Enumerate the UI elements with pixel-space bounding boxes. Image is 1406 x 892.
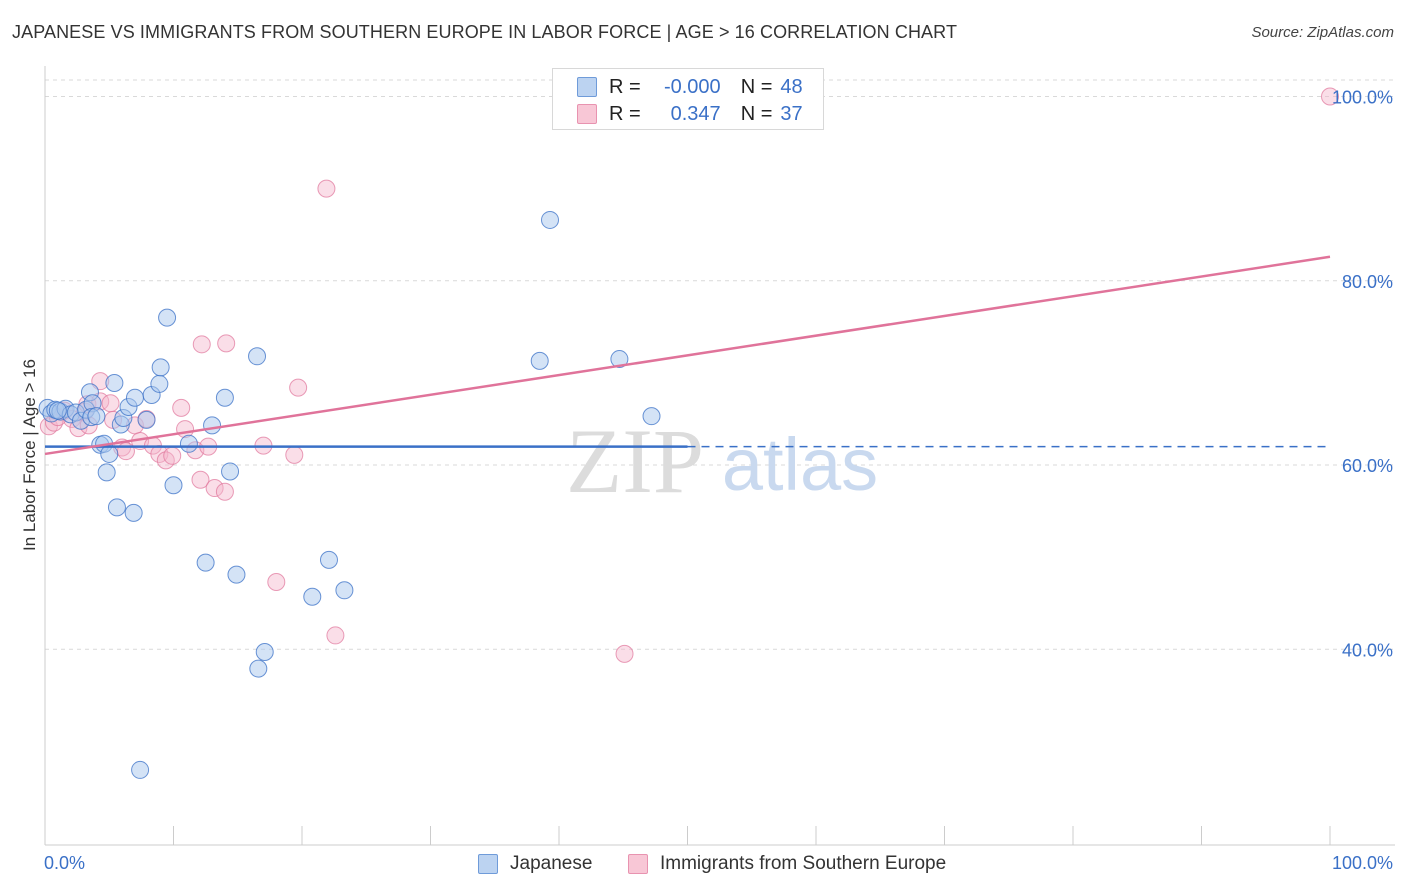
japanese-point [137,410,156,429]
japanese-legend-label: Japanese [510,853,593,874]
legend-n-value: 48 [780,75,803,98]
immigrants-point [326,626,345,645]
immigrants-point [267,572,286,591]
gridlines [45,79,1395,650]
immigrants-trend-line [44,255,1331,456]
japanese-point [87,407,106,426]
japanese-point [215,388,234,407]
x-tick-label: 0.0% [44,853,85,873]
japanese-legend-swatch [478,854,498,874]
japanese-point [221,462,240,481]
y-tick-label: 40.0% [1342,640,1393,660]
y-tick-label: 80.0% [1342,272,1393,292]
japanese-point [179,434,198,453]
immigrants-legend-label: Immigrants from Southern Europe [660,853,947,874]
chart-title: JAPANESE VS IMMIGRANTS FROM SOUTHERN EUR… [12,22,958,42]
japanese-point [227,565,246,584]
japanese-point [255,643,274,662]
legend-row-japanese: R = -0.000 N = 48 [577,75,803,99]
japanese-point [249,659,268,678]
japanese-point [150,374,169,393]
japanese-point [125,388,144,407]
legend-row-immigrants: R = 0.347 N = 37 [577,102,803,126]
series-legend: Japanese Immigrants from Southern Europe [0,851,1406,879]
watermark-zip: ZIP [566,410,704,512]
immigrants-point [1321,87,1339,106]
legend-item-japanese: Japanese [478,853,592,875]
legend-n-label: N = [740,75,773,98]
immigrants-point [285,445,304,464]
japanese-point [151,358,170,377]
legend-r-label: R = [609,102,641,125]
japanese-point [131,760,150,779]
japanese-point [196,553,215,572]
watermark: ZIP atlas [566,410,878,512]
axes [44,66,1395,846]
x-tick-label: 100.0% [1332,853,1393,873]
y-tick-label: 60.0% [1342,456,1393,476]
immigrants-point [191,470,210,489]
immigrants-point [172,398,191,417]
tick-labels: 40.0% 60.0% 80.0% 100.0% 0.0% 100.0% [44,88,1393,874]
y-tick-label: 100.0% [1332,88,1393,108]
immigrants-legend-swatch [628,854,648,874]
immigrants-point [192,335,211,354]
japanese-point [107,498,126,517]
japanese-point [303,587,322,606]
legend-n-value: 37 [780,102,803,125]
immigrants-point [205,479,224,498]
immigrants-point [217,334,236,353]
japanese-point [248,347,267,366]
japanese-point [610,350,629,369]
japanese-point [164,476,183,495]
source-label: Source: ZipAtlas.com [1251,24,1394,41]
immigrants-point [163,446,182,465]
japanese-point [48,401,67,420]
japanese-point [158,308,177,327]
japanese-point [97,463,116,482]
immigrants-point [101,394,120,413]
legend-r-label: R = [609,75,641,98]
legend-item-immigrants: Immigrants from Southern Europe [628,853,946,875]
immigrants-point [215,482,234,501]
japanese-point [335,581,354,600]
immigrants-point [289,378,308,397]
japanese-point [319,550,338,569]
immigrants-swatch [577,104,597,124]
japanese-point [203,416,222,435]
japanese-swatch [577,77,597,97]
immigrants-point [317,179,336,198]
legend-r-value: 0.347 [670,102,721,125]
watermark-atlas: atlas [722,423,878,506]
immigrants-point [176,420,195,439]
trend-lines [44,255,1331,456]
japanese-point [541,210,560,229]
japanese-point [530,351,549,370]
correlation-legend: R = -0.000 N = 48 R = 0.347 N = 37 [552,68,824,130]
japanese-point [642,407,661,426]
immigrants-point [116,442,135,461]
legend-r-value: -0.000 [663,75,721,98]
japanese-point [105,374,124,393]
legend-n-label: N = [740,102,773,125]
immigrants-point [615,644,634,663]
japanese-point [100,444,119,463]
japanese-point [124,503,143,522]
immigrants-point [156,451,175,470]
